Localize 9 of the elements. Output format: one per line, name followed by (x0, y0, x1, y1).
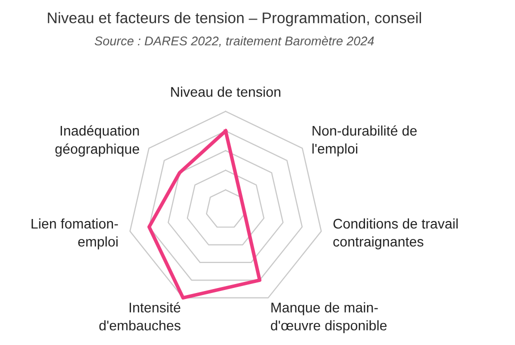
spoke-label: Non-durabilité de l'emploi (312, 125, 417, 156)
spoke-label: Intensité d'embauches (99, 302, 180, 330)
source-note: Source : DARES 2022, traitement Baromètre 2024 (94, 36, 374, 47)
chart-title: Niveau et facteurs de tension – Programmation, conseil (48, 12, 421, 26)
spoke-label: Niveau de tension (171, 86, 280, 97)
spoke-label: Lien fomation- emploi (32, 218, 118, 250)
spoke-label: Conditions de travail contraignantes (333, 218, 458, 250)
spoke-label: Inadéquation géographique (55, 125, 140, 157)
spoke-label: Manque de main- d'œuvre disponible (270, 302, 387, 334)
